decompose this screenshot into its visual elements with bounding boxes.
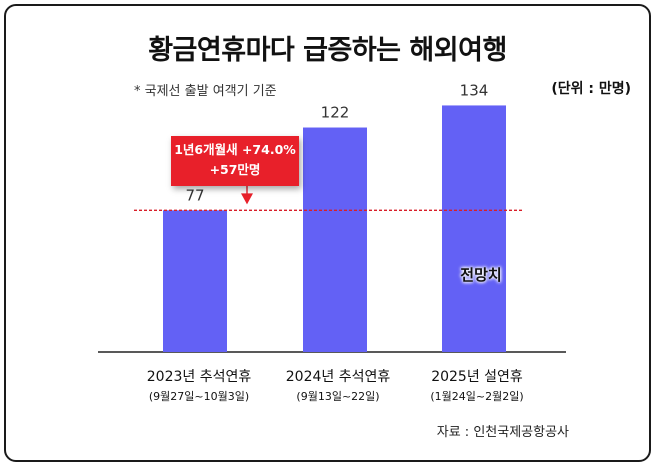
category-name: 2023년 추석연휴	[146, 369, 252, 385]
callout-line-2: +57만명	[209, 162, 261, 177]
bar-2	[442, 105, 506, 352]
bar-value-label-1: 122	[321, 104, 350, 122]
category-period: (9월13일~22일)	[296, 390, 380, 403]
bar-chart-plot: 77 122 134	[98, 81, 566, 353]
arrow-head-icon	[241, 193, 253, 205]
bar-value-label-0: 77	[185, 186, 204, 204]
category-label-2023: 2023년 추석연휴 (9월27일~10월3일)	[119, 366, 279, 404]
category-label-2025: 2025년 설연휴 (1월24일~2월2일)	[397, 366, 557, 404]
forecast-label: 전망치	[460, 266, 502, 284]
category-period: (9월27일~10월3일)	[148, 390, 250, 403]
callout-line-1: 1년6개월새 +74.0%	[174, 142, 296, 157]
category-name: 2025년 설연휴	[431, 369, 523, 385]
bar-1	[303, 127, 367, 353]
unit-label: (단위 : 만명)	[551, 81, 631, 97]
category-label-2024: 2024년 추석연휴 (9월13일~22일)	[258, 366, 418, 404]
bar-value-label-2: 134	[460, 81, 489, 99]
category-period: (1월24일~2월2일)	[430, 390, 524, 403]
chart-title: 황금연휴마다 급증하는 해외여행	[148, 35, 507, 66]
growth-callout: 1년6개월새 +74.0% +57만명	[171, 136, 299, 186]
chart-subtitle: * 국제선 출발 여객기 기준	[134, 84, 277, 99]
source-note: 자료 : 인천국제공항공사	[436, 425, 569, 440]
bar-0	[163, 210, 227, 352]
chart-frame: 황금연휴마다 급증하는 해외여행 * 국제선 출발 여객기 기준 (단위 : 만…	[4, 4, 651, 462]
category-name: 2024년 추석연휴	[285, 369, 391, 385]
